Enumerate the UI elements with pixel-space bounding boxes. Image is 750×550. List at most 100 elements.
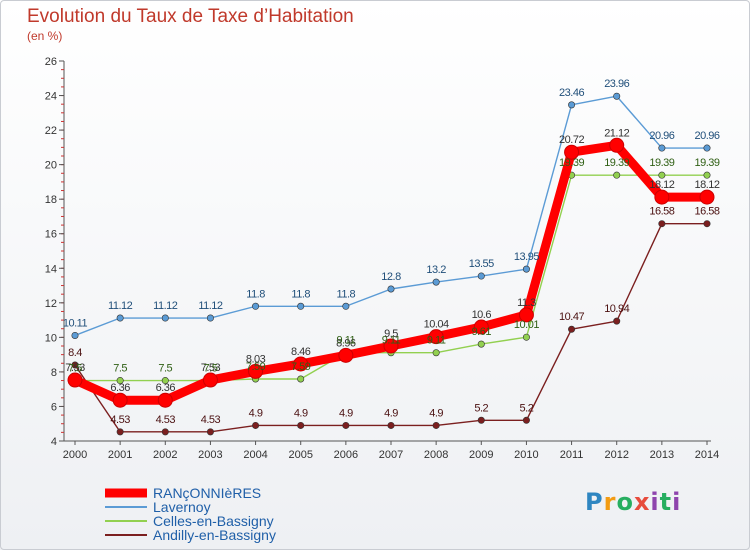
series-point <box>613 92 621 100</box>
x-tick-label: 2004 <box>243 449 267 461</box>
data-label: 23.96 <box>604 78 629 90</box>
x-tick-label: 2000 <box>63 449 87 461</box>
series-point <box>703 144 711 152</box>
x-tick-label: 2009 <box>469 449 493 461</box>
data-label: 9.5 <box>384 328 398 340</box>
series-point <box>252 421 260 429</box>
series-point <box>477 416 485 424</box>
series-point <box>522 265 530 273</box>
data-label: 4.9 <box>249 407 263 419</box>
data-label: 4.9 <box>339 407 353 419</box>
series-point <box>116 314 124 322</box>
series-point <box>477 340 485 348</box>
data-label: 11.12 <box>108 300 133 312</box>
x-tick-label: 2003 <box>198 449 222 461</box>
series-point <box>342 302 350 310</box>
data-label: 10.11 <box>63 317 88 329</box>
series-point <box>703 220 711 228</box>
x-tick-label: 2007 <box>379 449 403 461</box>
data-label: 8.03 <box>246 353 266 365</box>
data-label: 19.39 <box>559 157 584 169</box>
series-point <box>206 314 214 322</box>
data-label: 13.95 <box>514 251 539 263</box>
series-point <box>161 377 169 385</box>
series-point <box>658 171 666 179</box>
x-tick-label: 2008 <box>424 449 448 461</box>
data-label: 7.5 <box>113 363 127 375</box>
series-point <box>699 189 715 205</box>
data-label: 21.12 <box>604 127 629 139</box>
series-point <box>116 377 124 385</box>
x-tick-label: 2005 <box>288 449 312 461</box>
legend-label: Lavernoy <box>153 499 211 515</box>
y-tick-label: 12 <box>45 298 57 310</box>
series-point <box>432 278 440 286</box>
y-tick-label: 16 <box>45 229 57 241</box>
series-group <box>67 92 715 436</box>
y-tick-label: 6 <box>51 401 57 413</box>
legend-label: Andilly-en-Bassigny <box>153 527 276 543</box>
series-point <box>206 428 214 436</box>
data-label: 10.01 <box>514 319 539 331</box>
x-tick-label: 2002 <box>153 449 177 461</box>
data-label: 20.96 <box>649 130 674 142</box>
series-point <box>252 302 260 310</box>
data-label: 10.04 <box>424 319 449 331</box>
series-point <box>116 428 124 436</box>
data-label: 13.2 <box>426 264 446 276</box>
series-point <box>658 144 666 152</box>
series-point <box>613 171 621 179</box>
series-point <box>71 361 79 369</box>
series-point <box>703 171 711 179</box>
data-label: 16.58 <box>694 206 719 218</box>
data-labels: 7.53 6.36 6.36 7.53 8.03 8.46 8.96 9.5 10.04 10.6… <box>63 78 721 426</box>
data-label: 4.53 <box>156 414 176 426</box>
series-point <box>428 329 444 345</box>
y-tick-label: 20 <box>45 160 57 172</box>
data-label: 5.2 <box>520 402 534 414</box>
series-point <box>297 302 305 310</box>
data-label: 11.8 <box>246 288 265 300</box>
data-label: 4.9 <box>294 407 308 419</box>
legend: RANçONNIèRESLavernoyCelles-en-BassignyAn… <box>105 485 276 543</box>
data-label: 11.12 <box>198 300 223 312</box>
data-label: 10.6 <box>472 309 492 321</box>
y-tick-label: 18 <box>45 194 57 206</box>
data-label: 11.8 <box>291 288 310 300</box>
data-label: 8.4 <box>68 347 82 359</box>
data-label: 18.12 <box>694 179 719 191</box>
x-tick-label: 2011 <box>560 449 584 461</box>
series-point <box>522 416 530 424</box>
data-label: 4.9 <box>384 407 398 419</box>
data-label: 5.2 <box>474 402 488 414</box>
series-point <box>157 392 173 408</box>
data-label: 10.94 <box>604 303 629 315</box>
series-point <box>568 101 576 109</box>
series-point <box>432 421 440 429</box>
data-label: 18.12 <box>649 179 674 191</box>
data-label: 20.72 <box>559 134 584 146</box>
data-label: 4.9 <box>429 407 443 419</box>
y-tick-label: 10 <box>45 332 57 344</box>
data-label: 8.46 <box>291 346 311 358</box>
data-label: 4.53 <box>110 414 130 426</box>
series-point <box>71 331 79 339</box>
series-point <box>473 319 489 335</box>
series-point <box>112 392 128 408</box>
y-tick-label: 8 <box>51 367 57 379</box>
x-tick-label: 2012 <box>604 449 628 461</box>
legend-label: Celles-en-Bassigny <box>153 513 274 529</box>
x-tick-label: 2013 <box>650 449 674 461</box>
data-label: 7.5 <box>158 363 172 375</box>
data-label: 7.59 <box>291 361 311 373</box>
y-tick-label: 24 <box>45 91 57 103</box>
y-tick-label: 26 <box>45 56 57 68</box>
x-tick-label: 2010 <box>514 449 538 461</box>
data-label: 19.39 <box>604 157 629 169</box>
series-point <box>613 317 621 325</box>
data-label: 9.61 <box>472 326 492 338</box>
series-point <box>564 144 580 160</box>
data-label: 9.11 <box>382 335 401 347</box>
series-point <box>568 325 576 333</box>
